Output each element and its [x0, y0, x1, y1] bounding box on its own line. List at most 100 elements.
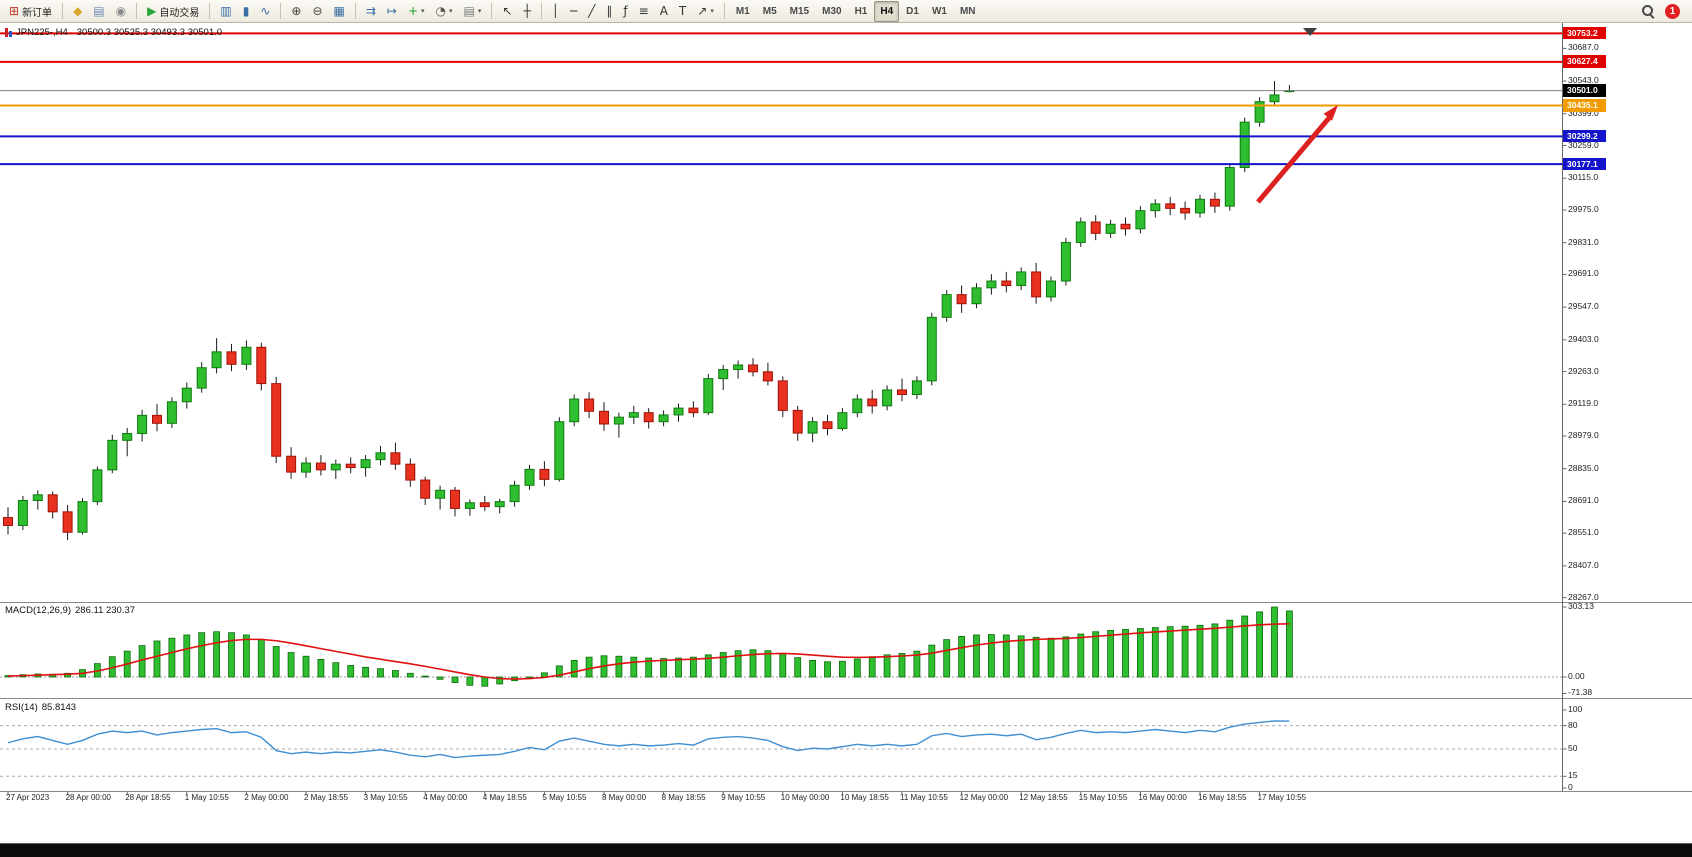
crosshair-icon: ┼ — [523, 4, 531, 18]
print-button[interactable]: ▤ — [88, 1, 109, 22]
toolbar-separator — [280, 3, 282, 19]
periods-dropdown-icon: ▾ — [449, 7, 453, 15]
templates-button[interactable]: ▤ ▾ — [459, 1, 487, 22]
timeframe-mn-button[interactable]: MN — [954, 1, 982, 22]
timeframe-m1-button[interactable]: M1 — [730, 1, 756, 22]
candlestick-chart-button[interactable]: ▮ — [238, 1, 255, 22]
taskbar[interactable] — [0, 843, 1692, 857]
cursor-button[interactable]: ↖ — [497, 1, 517, 22]
arrows-dropdown-icon: ▾ — [710, 7, 714, 15]
charts-button[interactable]: ◆ — [68, 1, 87, 22]
timeframe-h1-button[interactable]: H1 — [849, 1, 874, 22]
line-chart-icon: ∿ — [260, 4, 271, 18]
timeframe-m15-button[interactable]: M15 — [784, 1, 815, 22]
search-icon[interactable] — [1641, 4, 1656, 19]
equidistant-channel-icon: ∥ — [606, 4, 613, 18]
auto-scroll-button[interactable]: ⇉ — [361, 1, 381, 22]
arrows-icon: ↗ — [697, 4, 708, 18]
fibonacci-icon: ƒ — [623, 4, 628, 18]
bar-chart-button[interactable]: ▥ — [215, 1, 236, 22]
chart-shift-marker[interactable] — [1303, 28, 1317, 36]
arrows-button[interactable]: ↗ ▾ — [692, 1, 719, 22]
tile-windows-icon: ▦ — [333, 4, 345, 18]
shapes-button[interactable]: ≡ — [634, 1, 654, 22]
text-label-icon: T — [678, 4, 687, 18]
periods-icon: ◔ — [435, 4, 447, 18]
zoom-out-icon: ⊖ — [312, 4, 323, 18]
timeframe-m30-button[interactable]: M30 — [816, 1, 847, 22]
horizontal-line-icon: ─ — [569, 4, 578, 18]
auto-scroll-icon: ⇉ — [365, 4, 376, 18]
toolbar-separator — [136, 3, 138, 19]
toolbar-separator — [723, 3, 725, 19]
new-order-icon: ⊞ — [9, 4, 20, 18]
text-icon: A — [659, 4, 668, 18]
text-label-button[interactable]: T — [674, 1, 691, 22]
toolbar-groups: ⊞ 新订单 ◆ ▤ ◉ ▶ 自动交易 ▥ ▮ ∿ ⊕ ⊖ ▦ ⇉ ↦ + ▾ ◔ ▾ ▤ ▾ ↖ ┼ │ ─ ╱ ∥ ƒ ≡ A T ↗ ▾ M1… — [4, 0, 1641, 22]
crosshair-button[interactable]: ┼ — [518, 1, 535, 22]
horizontal-level-lines[interactable] — [0, 32, 1563, 166]
horizontal-line-button[interactable]: ─ — [565, 1, 582, 22]
toolbar-separator — [491, 3, 493, 19]
candlestick-chart-icon: ▮ — [242, 4, 250, 18]
toolbar: ⊞ 新订单 ◆ ▤ ◉ ▶ 自动交易 ▥ ▮ ∿ ⊕ ⊖ ▦ ⇉ ↦ + ▾ ◔ ▾ ▤ ▾ ↖ ┼ │ ─ ╱ ∥ ƒ ≡ A T ↗ ▾ M1… — [0, 0, 1692, 23]
periods-button[interactable]: ◔ ▾ — [431, 1, 458, 22]
chart-shift-button[interactable]: ↦ — [382, 1, 402, 22]
tile-windows-button[interactable]: ▦ — [329, 1, 350, 22]
line-chart-button[interactable]: ∿ — [255, 1, 275, 22]
vertical-line-icon: │ — [551, 4, 559, 18]
trendline-icon: ╱ — [588, 4, 596, 18]
timeframe-m30-label: M30 — [822, 5, 842, 17]
toolbar-right: 1 — [1641, 3, 1688, 19]
autotrading-button[interactable]: ▶ 自动交易 — [142, 1, 204, 22]
fibonacci-button[interactable]: ƒ — [618, 1, 632, 22]
indicators-icon: + — [407, 4, 419, 18]
new-order-button[interactable]: ⊞ 新订单 — [4, 1, 57, 22]
cursor-icon: ↖ — [502, 4, 513, 18]
charts-icon: ◆ — [73, 4, 83, 18]
autotrading-label: 自动交易 — [159, 7, 200, 19]
toolbar-separator — [540, 3, 542, 19]
indicators-dropdown-icon: ▾ — [421, 7, 425, 15]
print-icon: ▤ — [93, 4, 105, 18]
timeframe-m15-label: M15 — [789, 5, 810, 17]
zoom-in-icon: ⊕ — [291, 4, 302, 18]
timeframe-w1-label: W1 — [931, 5, 947, 17]
timeframe-d1-button[interactable]: D1 — [900, 1, 925, 22]
trendline-button[interactable]: ╱ — [583, 1, 600, 22]
timeframe-m5-button[interactable]: M5 — [757, 1, 783, 22]
toolbar-separator — [354, 3, 356, 19]
autotrading-icon: ▶ — [147, 4, 157, 18]
templates-icon: ▤ — [463, 4, 475, 18]
shapes-icon: ≡ — [638, 4, 649, 18]
timeframe-m5-label: M5 — [762, 5, 777, 17]
timeframe-m1-label: M1 — [735, 5, 750, 17]
toolbar-separator — [209, 3, 211, 19]
zoom-in-button[interactable]: ⊕ — [286, 1, 306, 22]
trend-arrow-annotation[interactable] — [1256, 105, 1338, 204]
timeframe-h4-label: H4 — [880, 5, 894, 17]
rsi-line — [7, 720, 1290, 759]
news-icon: ◉ — [115, 4, 127, 18]
chart-shift-icon: ↦ — [386, 4, 397, 18]
equidistant-channel-button[interactable]: ∥ — [601, 1, 617, 22]
news-button[interactable]: ◉ — [111, 1, 131, 22]
macd-signal-line — [7, 623, 1290, 680]
bar-chart-icon: ▥ — [220, 4, 232, 18]
timeframe-mn-label: MN — [959, 5, 976, 17]
timeframe-w1-button[interactable]: W1 — [926, 1, 953, 22]
zoom-out-button[interactable]: ⊖ — [307, 1, 327, 22]
indicators-button[interactable]: + ▾ — [403, 1, 430, 22]
notification-badge[interactable]: 1 — [1665, 3, 1680, 19]
timeframe-d1-label: D1 — [906, 5, 919, 17]
timeframe-h4-button[interactable]: H4 — [874, 0, 900, 22]
candles — [3, 81, 1295, 541]
vertical-line-button[interactable]: │ — [547, 1, 564, 22]
text-button[interactable]: A — [655, 1, 673, 22]
timeframe-h1-label: H1 — [854, 5, 868, 17]
templates-dropdown-icon: ▾ — [477, 7, 482, 15]
toolbar-separator — [62, 3, 64, 19]
new-order-label: 新订单 — [22, 7, 53, 19]
